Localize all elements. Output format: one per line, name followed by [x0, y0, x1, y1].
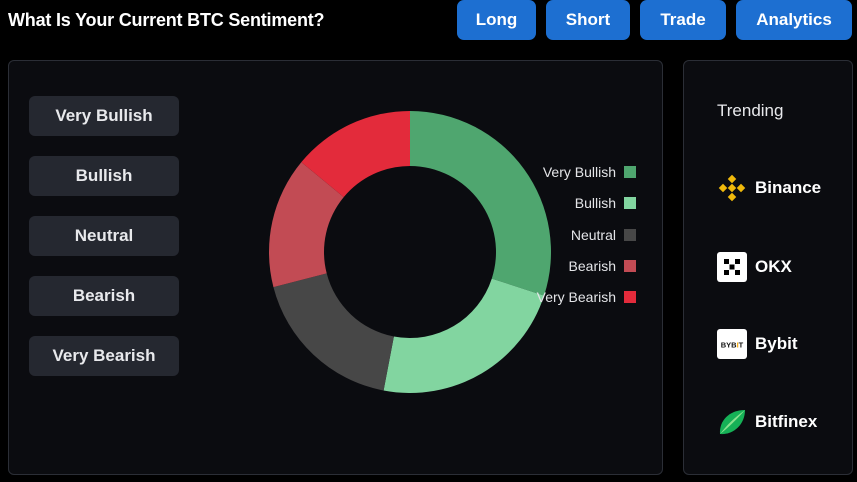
trade-button[interactable]: Trade — [640, 0, 726, 40]
very-bearish-button[interactable]: Very Bearish — [29, 336, 179, 376]
exchange-bitfinex[interactable]: Bitfinex — [717, 407, 817, 437]
exchange-name: Bitfinex — [755, 412, 818, 431]
legend-item-very-bearish: Very Bearish — [537, 289, 636, 305]
exchange-binance[interactable]: Binance — [717, 173, 821, 203]
legend-item-bearish: Bearish — [569, 258, 636, 274]
exchange-name: OKX — [755, 257, 792, 276]
legend-swatch — [624, 291, 636, 303]
legend-item-neutral: Neutral — [571, 227, 636, 243]
sentiment-panel: Very Bullish Bullish Neutral Bearish Ver… — [8, 60, 663, 475]
legend-label: Neutral — [570, 227, 616, 243]
donut-slice-very-bearish — [301, 111, 410, 198]
bybit-icon: BYBIT — [717, 329, 747, 359]
page-title: What Is Your Current BTC Sentiment? — [8, 10, 325, 30]
analytics-button[interactable]: Analytics — [736, 0, 852, 40]
trending-panel: Trending Binance — [683, 60, 853, 475]
svg-text:BYBIT: BYBIT — [721, 341, 744, 350]
trending-heading: Trending — [717, 101, 784, 120]
sentiment-donut-chart — [269, 111, 551, 393]
exchange-okx[interactable]: OKX — [717, 252, 792, 282]
donut-slice-neutral — [273, 273, 394, 391]
legend-label: Bullish — [574, 195, 616, 211]
exchange-name: Bybit — [755, 334, 798, 353]
legend-swatch — [624, 229, 636, 241]
legend-label: Bearish — [568, 258, 616, 274]
neutral-button[interactable]: Neutral — [29, 216, 179, 256]
legend-swatch — [624, 260, 636, 272]
donut-slice-bullish — [383, 278, 545, 393]
legend-item-very-bullish: Very Bullish — [543, 164, 636, 180]
legend-item-bullish: Bullish — [575, 195, 636, 211]
donut-slice-very-bullish — [410, 111, 551, 296]
bearish-button[interactable]: Bearish — [29, 276, 179, 316]
very-bullish-button[interactable]: Very Bullish — [29, 96, 179, 136]
exchange-name: Binance — [755, 178, 822, 197]
long-button[interactable]: Long — [457, 0, 536, 40]
bullish-button[interactable]: Bullish — [29, 156, 179, 196]
legend-swatch — [624, 197, 636, 209]
okx-icon — [717, 252, 747, 282]
legend-label: Very Bullish — [542, 164, 616, 180]
donut-slice-bearish — [269, 162, 344, 288]
bitfinex-icon — [717, 407, 747, 437]
legend-label: Very Bearish — [536, 289, 616, 305]
short-button[interactable]: Short — [546, 0, 630, 40]
legend-swatch — [624, 166, 636, 178]
binance-icon — [717, 173, 747, 203]
exchange-bybit[interactable]: BYBIT Bybit — [717, 329, 798, 359]
